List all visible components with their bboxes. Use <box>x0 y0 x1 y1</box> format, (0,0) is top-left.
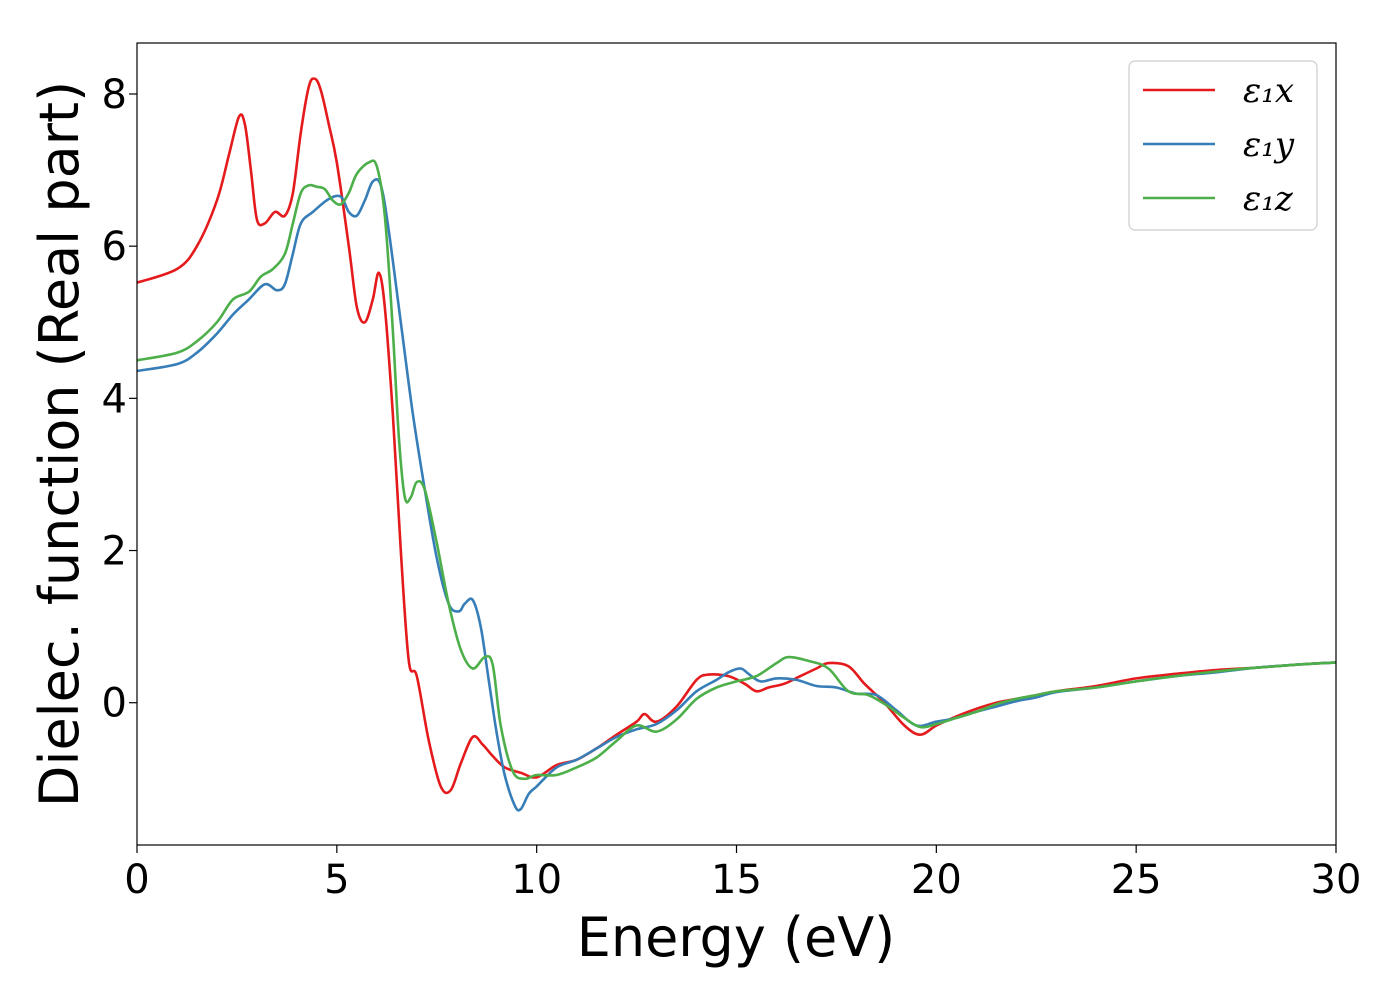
x-tick-label: 15 <box>711 857 762 903</box>
legend-box <box>1128 60 1318 231</box>
x-tick-label: 10 <box>511 857 562 903</box>
x-tick-label: 25 <box>1111 857 1162 903</box>
y-tick-label: 4 <box>102 376 127 422</box>
x-tick-label: 0 <box>124 857 149 903</box>
x-axis: 0 5 10 15 20 25 30 <box>124 845 1361 903</box>
series-line-2 <box>136 159 1337 781</box>
legend-entry-label: ε₁y <box>1243 125 1295 165</box>
x-tick-label: 5 <box>324 857 349 903</box>
x-axis-label: Energy (eV) <box>577 906 896 969</box>
series-line-1 <box>136 178 1337 812</box>
y-tick-label: 0 <box>102 681 127 727</box>
y-tick-label: 8 <box>102 72 127 118</box>
y-axis: 0 2 4 6 8 <box>102 72 137 727</box>
y-tick-label: 2 <box>102 529 127 575</box>
legend: ε₁x ε₁y ε₁z <box>1128 60 1318 231</box>
y-axis-label: Dielec. function (Real part) <box>28 81 91 807</box>
x-tick-label: 30 <box>1311 857 1362 903</box>
y-tick-label: 6 <box>102 224 127 270</box>
x-tick-label: 20 <box>911 857 962 903</box>
legend-entry-label: ε₁z <box>1243 179 1294 219</box>
legend-entry-label: ε₁x <box>1243 71 1294 111</box>
series-lines <box>136 77 1337 812</box>
